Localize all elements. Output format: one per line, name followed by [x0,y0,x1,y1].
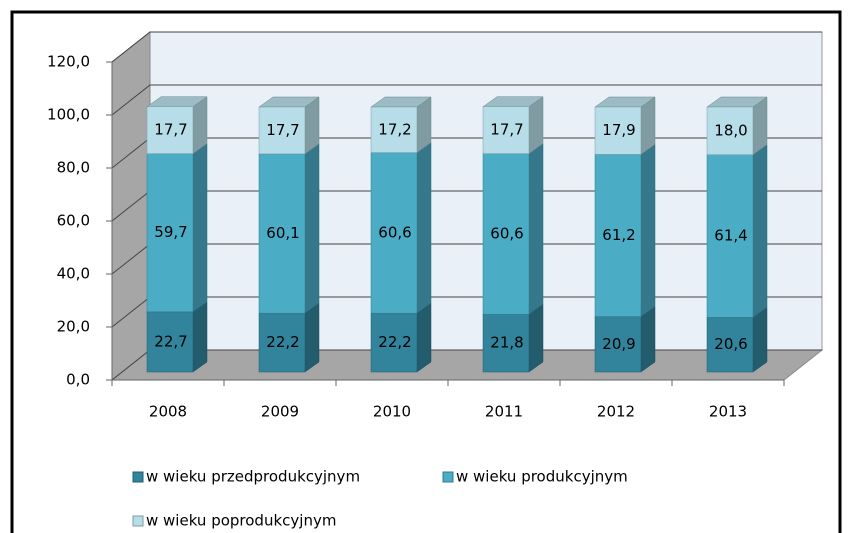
y-tick-label: 120,0 [47,53,90,71]
bar [258,106,306,155]
data-label: 60,6 [490,224,523,242]
bar-side [528,143,544,315]
bar [594,106,642,155]
bar-side [416,302,432,373]
bar-side [640,143,656,318]
legend-swatch [442,471,454,483]
x-tick-label: 2012 [597,403,635,421]
bar [258,312,306,373]
grid-line [111,84,822,116]
data-label: 17,9 [602,121,635,139]
data-label: 20,6 [714,335,747,353]
y-tick-label: 100,0 [47,106,90,124]
x-tick-label: 2008 [149,403,187,421]
data-label: 61,2 [602,226,635,244]
x-tick-label: 2013 [709,403,747,421]
x-tick-label: 2009 [261,403,299,421]
legend-label: w wieku produkcyjnym [456,468,628,486]
bar [370,152,418,314]
bar [482,106,530,154]
data-label: 17,7 [490,121,523,139]
data-label: 17,7 [266,121,299,139]
y-tick-label: 0,0 [66,371,90,389]
legend-swatch [132,471,144,483]
bar-side [192,301,208,373]
data-label: 17,7 [154,121,187,139]
y-tick-label: 40,0 [57,265,90,283]
x-tick-label: 2010 [373,403,411,421]
legend-label: w wieku przedprodukcyjnym [146,468,360,486]
bar [370,312,418,373]
data-label: 22,2 [266,333,299,351]
x-tick-label: 2011 [485,403,523,421]
bar [706,154,754,318]
bar [594,316,642,373]
data-label: 60,6 [378,223,411,241]
data-label: 22,2 [378,333,411,351]
legend-label: w wieku poprodukcyjnym [146,512,336,530]
grid-line [111,31,822,63]
data-label: 22,7 [154,332,187,350]
bar [258,153,306,314]
data-label: 21,8 [490,334,523,352]
legend-swatch [132,515,144,527]
bar-side [304,143,320,314]
bar [594,154,642,317]
y-tick-label: 60,0 [57,212,90,230]
data-label: 60,1 [266,224,299,242]
y-tick-label: 80,0 [57,159,90,177]
data-label: 59,7 [154,223,187,241]
bar-side [416,142,432,314]
bar [706,317,754,373]
bar-side [304,302,320,373]
data-label: 17,2 [378,120,411,138]
bar-side [752,306,768,373]
frame [10,10,842,533]
data-label: 20,9 [602,335,635,353]
y-tick-label: 20,0 [57,318,90,336]
bar-side [752,144,768,318]
bar [370,106,418,153]
bar [706,106,754,155]
data-label: 61,4 [714,227,747,245]
data-label: 18,0 [714,121,747,139]
bar-side [528,303,544,373]
bar [482,313,530,373]
bar [146,311,194,373]
bar-side [192,143,208,313]
bar [146,106,194,154]
bar-side [640,306,656,373]
bar [146,153,194,313]
